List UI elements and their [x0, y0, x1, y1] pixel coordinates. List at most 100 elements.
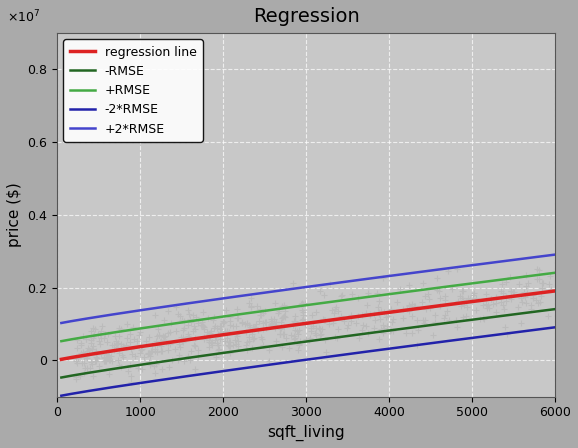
Point — [298, 317, 307, 324]
Point — [81, 336, 90, 343]
Point — [280, 307, 290, 314]
Point — [322, 349, 331, 356]
Point — [256, 312, 265, 319]
Point — [501, 297, 510, 305]
Point — [258, 335, 267, 342]
Point — [90, 326, 99, 333]
Point — [276, 318, 286, 325]
Point — [444, 316, 454, 323]
Point — [190, 342, 199, 349]
Point — [159, 317, 168, 324]
Point — [537, 284, 546, 292]
Point — [250, 326, 259, 333]
Point — [275, 331, 284, 338]
Point — [514, 281, 524, 288]
Point — [456, 299, 465, 306]
Text: ×10$^7$: ×10$^7$ — [8, 9, 41, 26]
Point — [481, 300, 491, 307]
Point — [189, 341, 198, 348]
Point — [103, 352, 113, 359]
Point — [357, 327, 366, 334]
Point — [216, 326, 225, 333]
Point — [72, 337, 81, 344]
Point — [440, 293, 450, 300]
Point — [496, 287, 505, 294]
Point — [216, 328, 225, 336]
Point — [290, 318, 299, 325]
Point — [151, 369, 160, 376]
Point — [295, 341, 304, 349]
Line: regression line: regression line — [61, 291, 555, 359]
-RMSE — [325, 336, 332, 341]
Point — [379, 322, 388, 329]
Point — [299, 309, 308, 316]
Point — [546, 273, 555, 280]
Point — [261, 319, 271, 326]
Point — [388, 316, 398, 323]
Point — [143, 349, 153, 357]
Line: -RMSE: -RMSE — [61, 309, 555, 378]
Point — [372, 289, 381, 297]
Point — [112, 338, 121, 345]
+RMSE — [295, 303, 302, 309]
Point — [379, 330, 388, 337]
Point — [178, 334, 187, 341]
Point — [89, 332, 98, 339]
Point — [255, 311, 264, 319]
-2*RMSE — [292, 358, 299, 364]
Point — [420, 293, 429, 300]
Point — [376, 325, 386, 332]
Point — [109, 342, 118, 349]
Point — [238, 319, 247, 326]
Point — [79, 353, 88, 361]
Title: Regression: Regression — [253, 7, 360, 26]
Point — [440, 314, 449, 321]
Point — [506, 287, 516, 294]
Point — [80, 369, 89, 376]
Point — [369, 324, 378, 331]
Point — [260, 319, 269, 326]
+2*RMSE — [295, 285, 302, 291]
Point — [521, 299, 531, 306]
Point — [517, 319, 526, 327]
Point — [210, 322, 220, 329]
Point — [295, 338, 305, 345]
-2*RMSE — [540, 326, 547, 332]
Point — [225, 318, 235, 325]
Point — [343, 322, 353, 329]
Point — [200, 323, 209, 331]
Point — [87, 346, 97, 353]
Point — [280, 302, 289, 309]
Point — [203, 315, 213, 322]
Y-axis label: price ($): price ($) — [7, 182, 22, 247]
Point — [78, 332, 87, 340]
Point — [527, 301, 536, 308]
Point — [144, 358, 154, 365]
Point — [408, 303, 417, 310]
Point — [380, 324, 389, 331]
Point — [306, 334, 315, 341]
Point — [513, 303, 522, 310]
Point — [131, 352, 140, 359]
Point — [277, 303, 287, 310]
Point — [459, 297, 468, 304]
Point — [302, 336, 311, 343]
Point — [223, 334, 232, 341]
Point — [154, 331, 164, 338]
Point — [309, 323, 318, 330]
Point — [179, 325, 188, 332]
Point — [144, 349, 154, 357]
Point — [258, 309, 267, 316]
Point — [244, 338, 253, 345]
Point — [88, 334, 97, 341]
Point — [404, 281, 413, 289]
Point — [114, 350, 123, 357]
Point — [279, 331, 288, 338]
Point — [279, 323, 288, 330]
Point — [116, 363, 125, 370]
+2*RMSE — [551, 252, 558, 257]
Point — [507, 296, 516, 303]
Point — [265, 358, 274, 365]
Point — [153, 341, 162, 348]
Point — [543, 313, 553, 320]
